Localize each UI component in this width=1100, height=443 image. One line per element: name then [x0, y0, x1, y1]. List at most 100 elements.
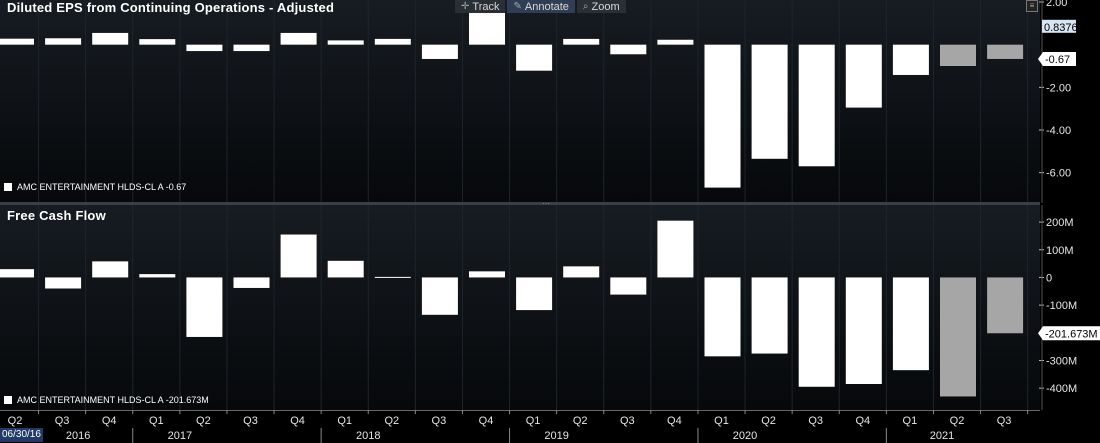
- x-tick-label: Q1: [526, 415, 541, 427]
- fcf-bar: [798, 277, 835, 387]
- eps-bar: [798, 44, 835, 167]
- chart-toolbar: ✛ Track ✎ Annotate ⌕ Zoom: [455, 0, 628, 13]
- fcf-ytick-label: -400M: [1046, 383, 1077, 395]
- x-tick-label: Q4: [479, 415, 494, 427]
- x-year-label: 2021: [930, 430, 954, 442]
- grip-icon[interactable]: ⋯: [542, 199, 550, 208]
- eps-ytick-label: -6.00: [1046, 168, 1071, 180]
- x-tick-label: Q3: [620, 415, 635, 427]
- fcf-current-value-badge-text: -201.673M: [1045, 328, 1098, 340]
- fcf-bar: [233, 277, 270, 288]
- fcf-ytick-label: 0: [1046, 272, 1052, 284]
- eps-ytick-label: -4.00: [1046, 125, 1071, 137]
- eps-bar: [186, 44, 223, 52]
- eps-panel: 2.00 -2.00 -4.00 -6.00 0.8376 -0.67 Diluted E…: [0, 0, 1100, 203]
- eps-bar: [892, 44, 929, 75]
- track-label: Track: [472, 0, 500, 13]
- fcf-bar: [751, 277, 788, 354]
- fcf-ytick-label: 200M: [1046, 217, 1074, 229]
- fcf-bar: [374, 276, 411, 278]
- x-year-label: 2019: [544, 430, 568, 442]
- x-tick-label: Q3: [808, 415, 823, 427]
- eps-bar: [374, 38, 411, 45]
- x-year-label: 2017: [168, 430, 192, 442]
- fcf-legend-label: AMC ENTERTAINMENT HLDS-CL A -201.673M: [17, 395, 209, 405]
- eps-bar: [704, 44, 741, 188]
- fcf-current-value-badge-bg: [1038, 326, 1100, 341]
- eps-bar: [751, 44, 788, 159]
- x-year-label: 2016: [66, 430, 90, 442]
- x-tick-label: Q1: [337, 415, 352, 427]
- eps-bar: [516, 44, 553, 71]
- track-button[interactable]: ✛ Track: [455, 0, 506, 13]
- eps-bar: [940, 44, 976, 66]
- zoom-button[interactable]: ⌕ Zoom: [576, 0, 626, 13]
- x-tick-label: Q3: [55, 415, 70, 427]
- eps-bar: [845, 44, 882, 108]
- fcf-bar: [45, 277, 82, 289]
- x-tick-label: Q2: [950, 415, 965, 427]
- x-year-label: 2020: [733, 430, 757, 442]
- fcf-legend-swatch: [4, 396, 12, 404]
- x-tick-label: Q4: [290, 415, 305, 427]
- x-tick-label: Q3: [243, 415, 258, 427]
- fcf-bar: [327, 260, 364, 278]
- fcf-legend: AMC ENTERTAINMENT HLDS-CL A -201.673M: [4, 395, 209, 405]
- zoom-label: Zoom: [591, 0, 620, 13]
- eps-bar: [0, 38, 34, 45]
- x-tick-label: Q2: [761, 415, 776, 427]
- fcf-bar: [186, 277, 223, 337]
- x-tick-label: Q3: [997, 415, 1012, 427]
- fcf-bar: [987, 277, 1024, 334]
- eps-current-value-badge: -0.67: [1038, 51, 1076, 66]
- fcf-current-value-badge: -201.673M: [1038, 326, 1100, 341]
- fcf-ytick-label: -300M: [1046, 355, 1077, 367]
- x-tick-label: Q2: [384, 415, 399, 427]
- settings-icon[interactable]: ≡: [1026, 0, 1038, 12]
- eps-bar: [139, 39, 176, 45]
- eps-ytick-label: 2.00: [1046, 0, 1067, 9]
- fcf-bar: [704, 277, 741, 357]
- eps-bar: [657, 39, 694, 45]
- x-tick-label: Q4: [667, 415, 682, 427]
- fcf-bar: [421, 277, 458, 315]
- fcf-bar: [940, 277, 976, 397]
- x-tick-label: Q1: [149, 415, 164, 427]
- fcf-bar: [892, 277, 929, 371]
- fcf-bar: [516, 277, 553, 311]
- panel-splitter[interactable]: [0, 202, 1040, 205]
- eps-legend: AMC ENTERTAINMENT HLDS-CL A -0.67: [4, 182, 186, 192]
- x-tick-label: Q4: [855, 415, 870, 427]
- x-tick-label: Q4: [102, 415, 117, 427]
- x-axis: Q2 Q3 Q4 Q1 Q2 Q3 Q4 Q1 Q2 Q3 Q4 Q1 Q2 Q3 Q4 Q1 Q2 Q3 Q4 Q1…: [0, 410, 1040, 443]
- fcf-bar: [610, 277, 647, 295]
- x-tick-label: Q2: [573, 415, 588, 427]
- eps-bar: [280, 32, 317, 45]
- x-axis-svg: Q2 Q3 Q4 Q1 Q2 Q3 Q4 Q1 Q2 Q3 Q4 Q1 Q2 Q3 Q4 Q1 Q2 Q3 Q4 Q1…: [0, 410, 1040, 443]
- x-tick-label: Q2: [196, 415, 211, 427]
- x-year-label: 2018: [356, 430, 380, 442]
- eps-legend-swatch: [4, 183, 12, 191]
- fcf-bar: [280, 234, 317, 278]
- fcf-chart-title: Free Cash Flow: [7, 208, 106, 223]
- fcf-bar: [139, 274, 176, 278]
- fcf-bar: [563, 266, 600, 278]
- eps-bar: [421, 44, 458, 59]
- eps-bar: [45, 38, 82, 45]
- start-date-tag: 06/30/16: [0, 428, 43, 442]
- pencil-icon: ✎: [513, 1, 522, 12]
- fcf-bar: [845, 277, 882, 385]
- magnifier-icon: ⌕: [582, 1, 589, 12]
- x-tick-label: Q2: [8, 415, 23, 427]
- eps-chart-title: Diluted EPS from Continuing Operations -…: [7, 0, 335, 15]
- eps-bar: [563, 38, 600, 45]
- crosshair-icon: ✛: [461, 1, 470, 12]
- eps-bar: [327, 40, 364, 45]
- fcf-bar: [92, 261, 129, 278]
- eps-last-value-badge: 0.8376: [1042, 19, 1078, 34]
- annotate-button[interactable]: ✎ Annotate: [507, 0, 575, 13]
- eps-last-value-badge-bg: [1042, 19, 1076, 33]
- eps-current-value-badge-bg: [1038, 51, 1076, 66]
- eps-bar: [610, 44, 647, 55]
